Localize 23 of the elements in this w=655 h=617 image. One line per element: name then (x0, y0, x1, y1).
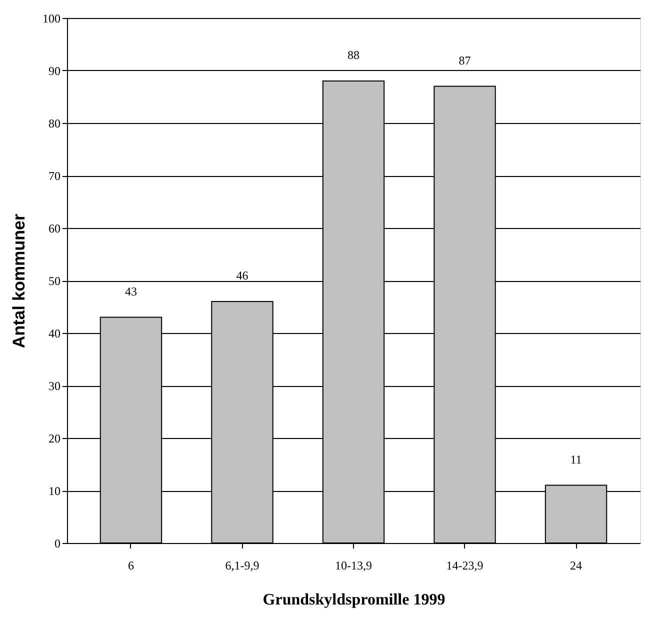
data-label: 46 (236, 268, 248, 282)
x-tick-label: 6 (128, 558, 134, 572)
data-label: 87 (458, 53, 471, 68)
data-label: 43 (124, 284, 137, 298)
y-tick-label: 70 (48, 169, 60, 183)
y-tick-label: 10 (48, 484, 60, 498)
y-tick-label: 60 (48, 222, 60, 236)
y-tick-label: 0 (54, 536, 60, 550)
x-tick-label: 24 (570, 558, 582, 572)
y-tick-label: 30 (48, 379, 60, 393)
y-tick-label: 40 (48, 326, 60, 340)
y-axis-title: Antal kommuner (10, 214, 28, 348)
x-tick-label: 14-23,9 (446, 558, 484, 572)
y-tick-label: 80 (48, 116, 60, 130)
y-tick-label: 90 (48, 64, 60, 78)
y-tick-label: 50 (48, 274, 60, 288)
x-tick-label: 10-13,9 (335, 558, 372, 572)
data-label: 11 (570, 452, 582, 466)
data-label: 88 (348, 48, 360, 62)
y-tick-label: 100 (42, 12, 60, 26)
x-axis-title: Grundskyldspromille 1999 (262, 592, 446, 608)
y-tick-label: 20 (48, 432, 60, 446)
x-tick-label: 6,1-9,9 (225, 558, 260, 572)
